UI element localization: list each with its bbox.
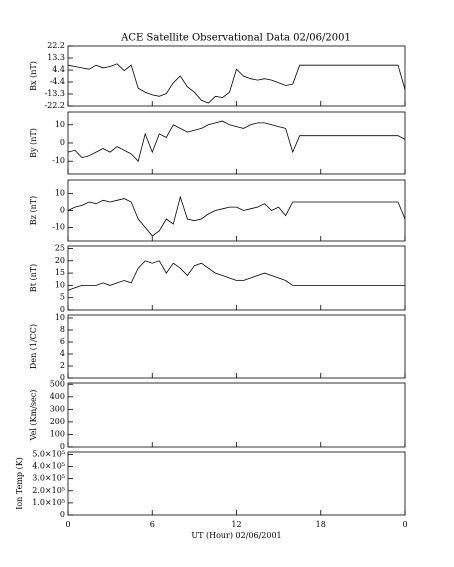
y-tick-label: 0	[60, 305, 65, 314]
y-tick-label: 4.0×10⁵	[32, 462, 65, 471]
y-tick-label: 4	[60, 349, 65, 358]
y-tick-label: 4.4	[52, 65, 65, 74]
y-tick-label: 10	[55, 120, 65, 129]
y-tick-label: 2.0×10⁵	[32, 486, 65, 495]
y-tick-label: -22.2	[44, 101, 65, 110]
y-tick-label: 3.0×10⁵	[32, 474, 65, 483]
y-axis-label: By (nT)	[29, 128, 38, 158]
y-tick-label: 0	[60, 206, 65, 215]
data-line	[67, 120, 406, 162]
y-tick-label: 8	[60, 325, 65, 334]
y-tick-label: 500	[50, 379, 65, 388]
y-tick-label: 22.2	[47, 41, 65, 50]
y-tick-label: 300	[50, 404, 65, 413]
y-tick-label: 200	[50, 417, 65, 426]
y-tick-label: -13.3	[44, 89, 65, 98]
x-tick-label: 12	[231, 520, 241, 529]
y-tick-label: 25	[55, 243, 65, 252]
y-axis-label: Bx (nT)	[29, 61, 38, 91]
y-tick-label: 0	[60, 373, 65, 382]
y-tick-label: 13.3	[47, 53, 65, 62]
x-tick-label: 0	[402, 520, 407, 529]
y-tick-label: 10	[55, 189, 65, 198]
y-tick-label: 0	[60, 138, 65, 147]
x-tick-label: 18	[316, 520, 326, 529]
y-tick-label: 2	[60, 361, 65, 370]
y-tick-label: 1.0×10⁵	[32, 498, 65, 507]
y-tick-label: 20	[55, 256, 65, 265]
y-tick-label: 10	[55, 313, 65, 322]
y-tick-label: 15	[55, 268, 65, 277]
x-axis-label: UT (Hour) 02/06/2001	[191, 531, 281, 540]
y-tick-label: 100	[50, 429, 65, 438]
x-tick-label: 0	[65, 520, 70, 529]
data-line	[67, 63, 406, 104]
y-tick-label: 0	[60, 510, 65, 519]
y-tick-label: -10	[52, 222, 65, 231]
y-tick-label: 5	[60, 293, 65, 302]
y-axis-label: Vel (Km/sec)	[29, 390, 38, 442]
y-tick-label: -10	[52, 156, 65, 165]
y-tick-label: 5.0×10⁵	[32, 449, 65, 458]
y-axis-label: Bt (nT)	[29, 264, 38, 292]
chart-title: ACE Satellite Observational Data 02/06/2…	[120, 33, 351, 44]
y-axis-label: Den (1/CC)	[29, 324, 38, 369]
y-tick-label: 10	[55, 280, 65, 289]
y-tick-label: 6	[60, 337, 65, 346]
data-line	[67, 260, 405, 291]
y-axis-label: Bz (nT)	[29, 196, 38, 225]
y-tick-label: 0	[60, 442, 65, 451]
data-line	[67, 195, 406, 237]
y-tick-label: -4.4	[50, 77, 65, 86]
y-axis-label: Ion Temp (K)	[15, 457, 24, 510]
x-tick-label: 6	[150, 520, 155, 529]
y-tick-label: 400	[50, 392, 65, 401]
